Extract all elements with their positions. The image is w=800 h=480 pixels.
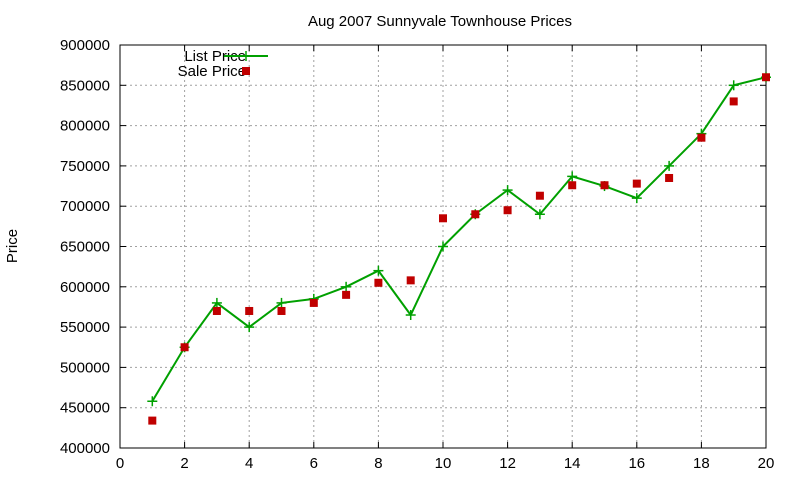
x-tick-label-3: 6	[310, 455, 318, 472]
x-tick-label-6: 12	[499, 455, 516, 472]
chart-title: Aug 2007 Sunnyvale Townhouse Prices	[308, 13, 572, 30]
series-list-price	[147, 72, 771, 407]
sale-price-point-15	[600, 181, 609, 190]
list-price-point-17	[664, 160, 675, 171]
list-price-point-13	[534, 209, 545, 220]
sale-price-point-8	[374, 278, 383, 287]
sale-price-point-17	[665, 173, 674, 182]
sale-price-point-18	[697, 133, 706, 142]
legend-swatch-marker-sale-price	[242, 67, 250, 75]
y-tick-label-3: 550000	[60, 319, 110, 336]
y-axis-label: Price	[4, 229, 21, 263]
sale-price-point-14	[568, 181, 577, 190]
sale-price-point-2	[180, 343, 189, 352]
y-tick-label-8: 800000	[60, 118, 110, 135]
x-tick-label-1: 2	[180, 455, 188, 472]
sale-price-point-9	[406, 276, 415, 285]
list-price-line	[151, 76, 767, 402]
y-tick-label-4: 600000	[60, 279, 110, 296]
list-price-point-16	[631, 193, 642, 204]
sale-price-point-16	[632, 179, 641, 188]
grid	[120, 45, 766, 448]
x-tick-label-5: 10	[435, 455, 452, 472]
list-price-point-19	[728, 80, 739, 91]
axes: 0 2 4 6 8 10 12 14 16 18 20 400000 450000 500000 55000…	[60, 37, 774, 472]
x-tick-label-8: 16	[628, 455, 645, 472]
x-tick-label-2: 4	[245, 455, 253, 472]
list-price-point-10	[438, 241, 448, 252]
sale-price-point-12	[503, 206, 512, 215]
sale-price-point-19	[729, 97, 738, 106]
y-tick-label-9: 850000	[60, 77, 110, 94]
x-tick-label-10: 20	[758, 455, 775, 472]
sale-price-point-4	[245, 306, 254, 315]
list-price-point-8	[373, 265, 384, 276]
sale-price-point-20	[762, 73, 770, 82]
list-price-point-14	[567, 171, 578, 182]
sale-price-point-5	[277, 306, 286, 315]
x-tick-label-4: 8	[374, 455, 382, 472]
legend-entry-sale-price: Sale Price	[178, 63, 250, 80]
series-sale-price	[148, 73, 770, 425]
y-tick-label-2: 500000	[60, 359, 110, 376]
list-price-point-12	[502, 185, 513, 196]
y-tick-label-0: 400000	[60, 440, 110, 457]
list-price-point-9	[405, 310, 416, 321]
y-tick-label-1: 450000	[60, 400, 110, 417]
x-tick-label-0: 0	[116, 455, 124, 472]
sale-price-point-13	[535, 191, 544, 200]
x-tick-label-7: 14	[564, 455, 581, 472]
series	[147, 72, 771, 425]
list-price-point-5	[276, 297, 287, 308]
y-tick-label-7: 750000	[60, 158, 110, 175]
list-price-point-4	[244, 322, 255, 333]
legend-label-sale-price: Sale Price	[178, 63, 246, 80]
y-tick-label-6: 700000	[60, 198, 110, 215]
sale-price-point-11	[471, 210, 480, 219]
sale-price-point-3	[212, 306, 221, 315]
sale-price-point-1	[148, 416, 157, 425]
y-tick-label-5: 650000	[60, 239, 110, 256]
list-price-point-3	[211, 297, 222, 308]
legend-label-list-price: List Price	[184, 48, 246, 65]
list-price-point-1	[147, 396, 158, 407]
legend-entry-list-price: List Price	[184, 48, 268, 65]
sale-price-point-7	[342, 290, 351, 299]
sale-price-point-6	[309, 298, 318, 307]
sale-price-point-10	[439, 214, 447, 223]
x-tick-label-9: 18	[693, 455, 710, 472]
list-price-point-7	[341, 281, 352, 292]
y-tick-label-10: 900000	[60, 37, 110, 54]
legend-swatch-marker-list-price	[241, 51, 251, 61]
